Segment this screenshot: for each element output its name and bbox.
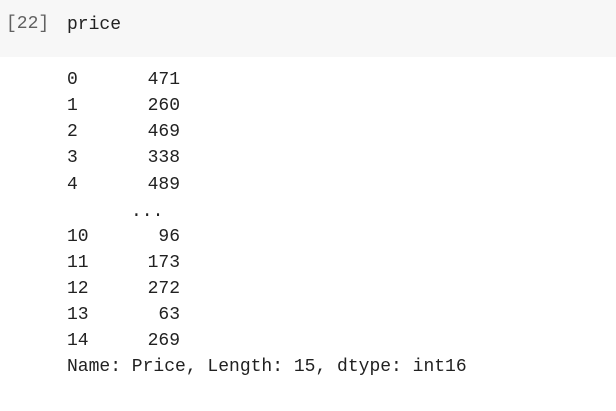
series-row: 0 471 — [0, 70, 616, 96]
series-row: 10 96 — [0, 227, 616, 253]
row-value: 489 — [147, 175, 180, 195]
row-value: 63 — [158, 305, 180, 325]
row-value: 272 — [147, 279, 180, 299]
truncation-ellipsis: ... — [131, 202, 164, 222]
row-value: 471 — [147, 70, 180, 90]
row-value: 173 — [147, 253, 180, 273]
row-value: 260 — [147, 96, 180, 116]
cell-output: 0 471 1 260 2 469 3 338 4 489 ... 10 96 … — [0, 57, 616, 402]
series-row: 12 272 — [0, 279, 616, 305]
row-index: 14 — [67, 331, 89, 351]
row-index: 3 — [67, 148, 78, 168]
series-row: 4 489 — [0, 175, 616, 201]
code-text[interactable]: price — [67, 15, 122, 35]
execution-count: [22] — [6, 14, 50, 34]
row-value: 469 — [147, 122, 180, 142]
row-index: 13 — [67, 305, 89, 325]
series-row: 14 269 — [0, 331, 616, 357]
code-input-cell[interactable]: [22] price — [0, 0, 616, 57]
series-row: 1 260 — [0, 96, 616, 122]
series-row: 3 338 — [0, 148, 616, 174]
row-value: 96 — [158, 227, 180, 247]
row-value: 269 — [147, 331, 180, 351]
row-value: 338 — [147, 148, 180, 168]
series-footer: Name: Price, Length: 15, dtype: int16 — [67, 357, 467, 377]
row-index: 10 — [67, 227, 89, 247]
row-index: 2 — [67, 122, 78, 142]
series-row: 2 469 — [0, 122, 616, 148]
row-index: 11 — [67, 253, 89, 273]
row-index: 0 — [67, 70, 78, 90]
row-index: 4 — [67, 175, 78, 195]
row-index: 12 — [67, 279, 89, 299]
series-row: 11 173 — [0, 253, 616, 279]
series-row: 13 63 — [0, 305, 616, 331]
row-index: 1 — [67, 96, 78, 116]
